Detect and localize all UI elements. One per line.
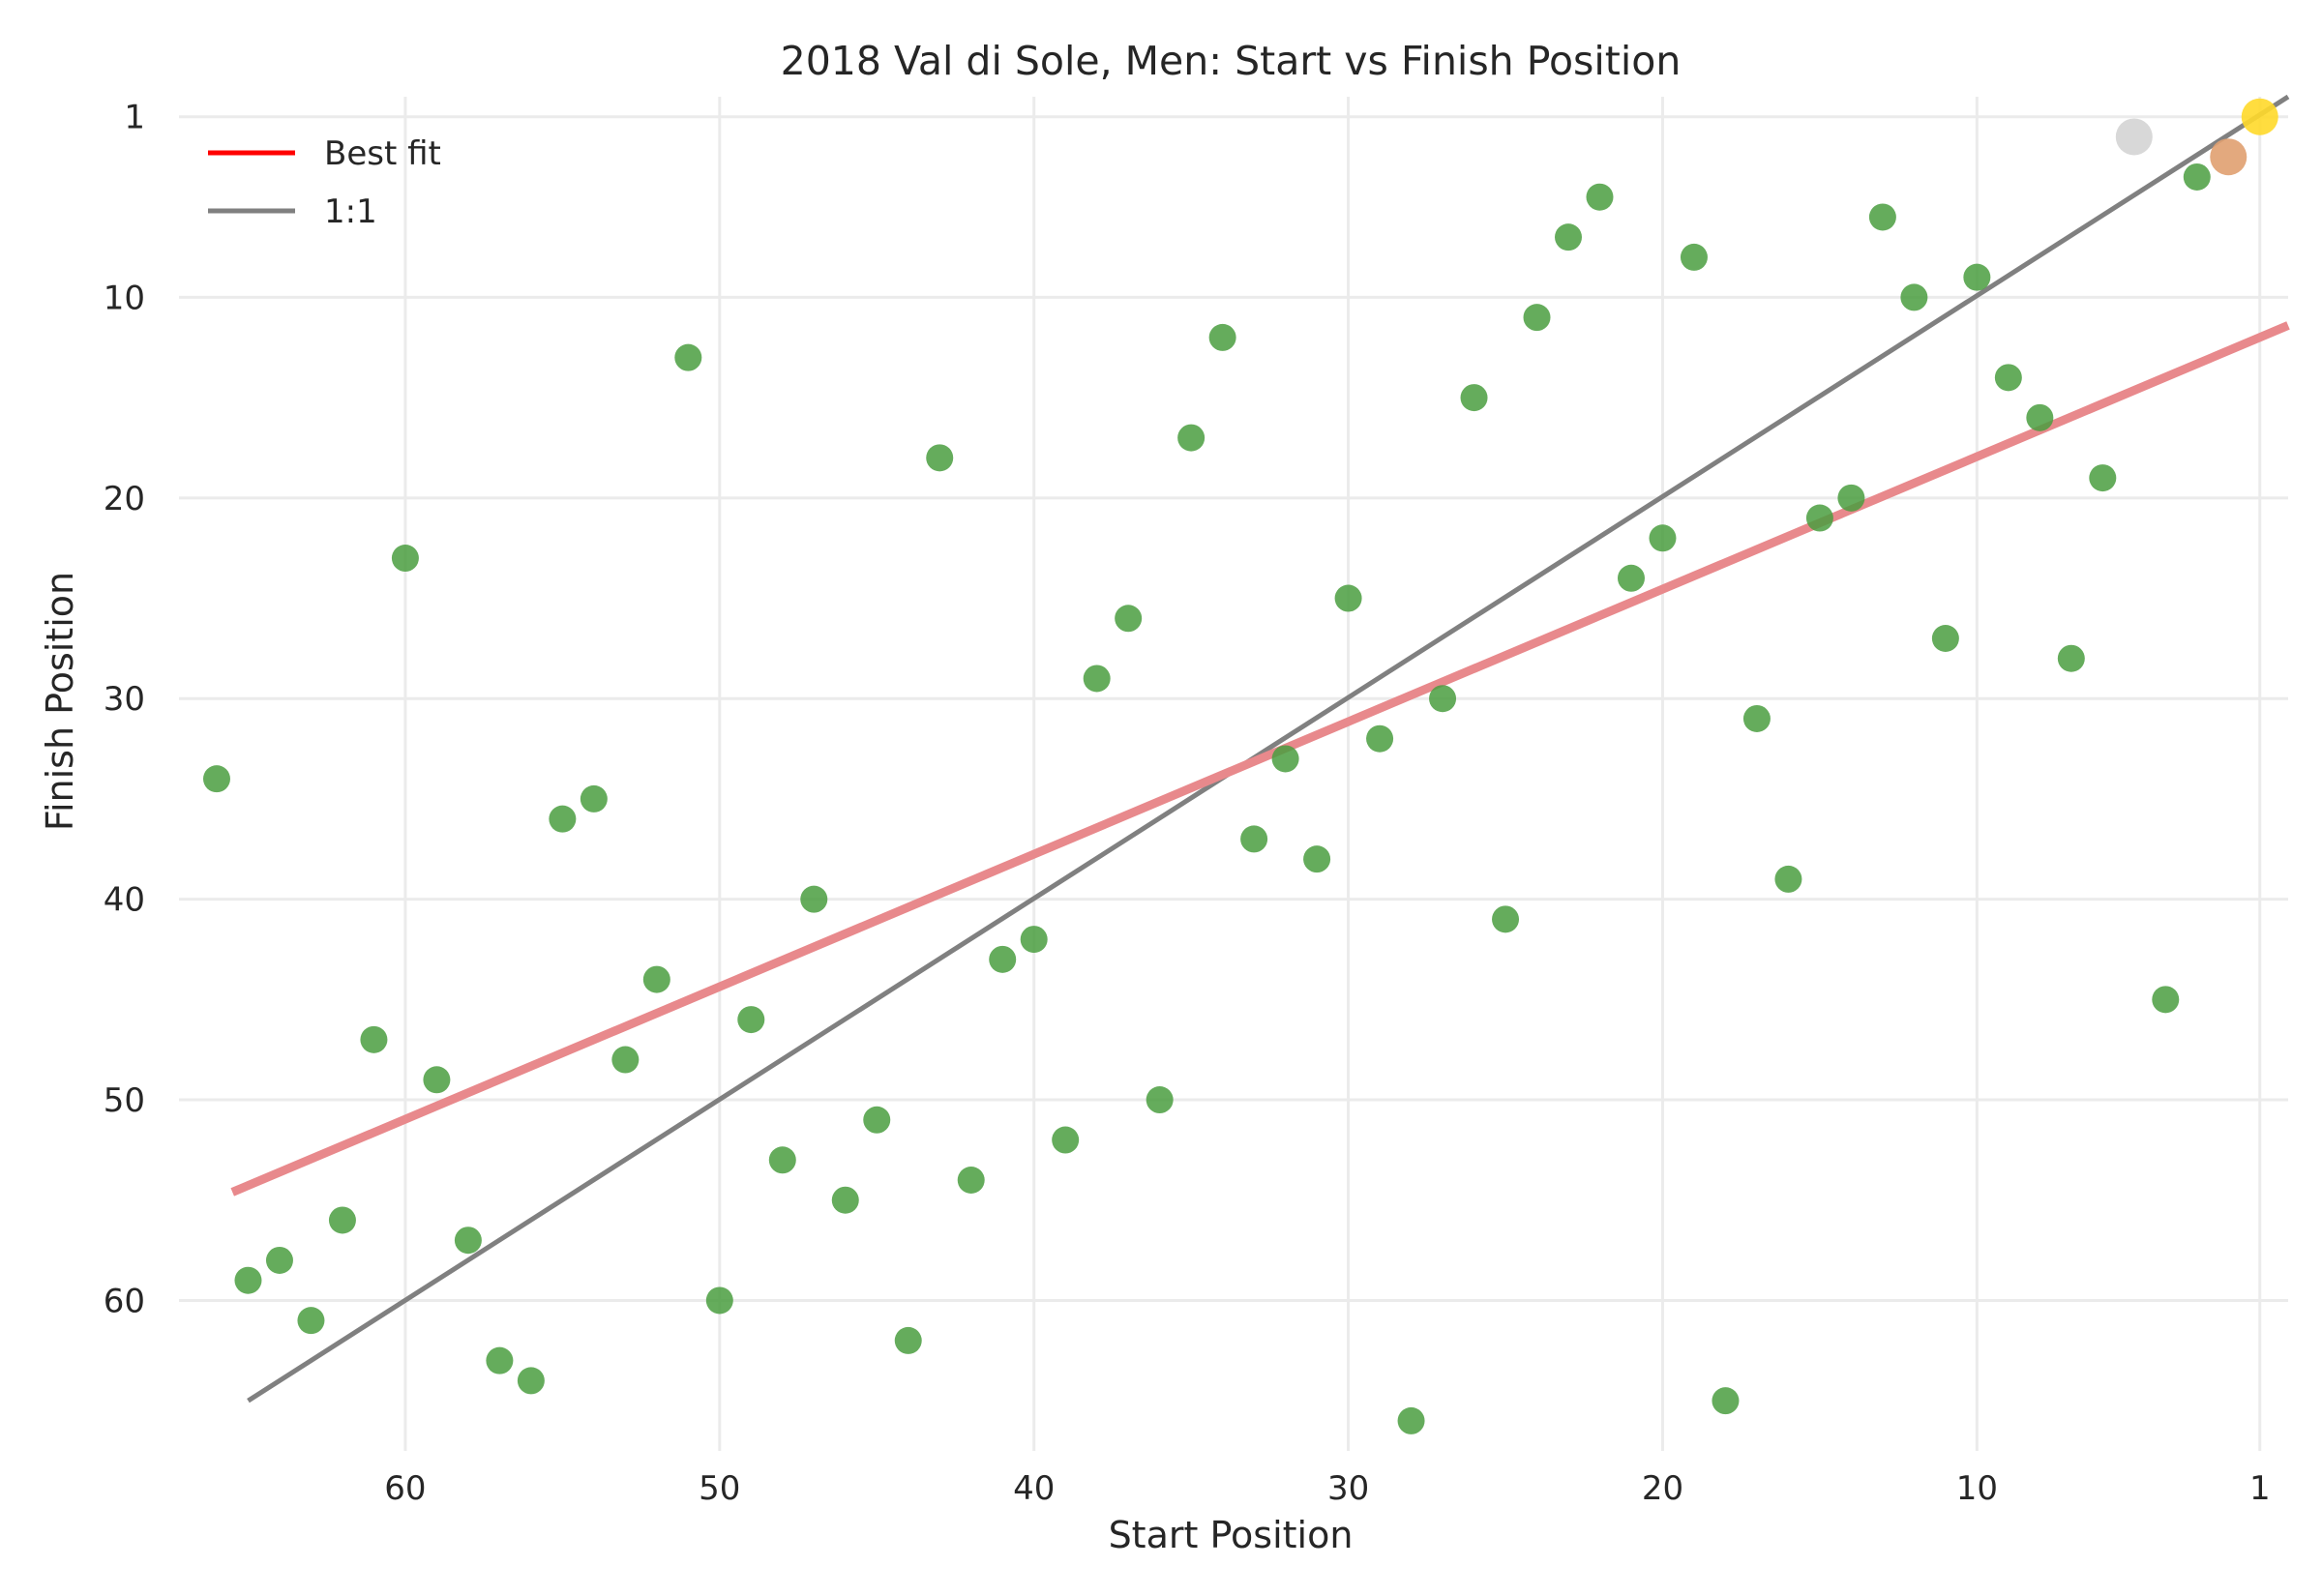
- best-fit-line: [230, 321, 2290, 1197]
- data-point: [202, 765, 230, 793]
- data-point: [1397, 1406, 1425, 1434]
- data-point: [2089, 464, 2117, 492]
- data-point: [1429, 685, 1457, 713]
- chart-title: 2018 Val di Sole, Men: Start vs Finish P…: [781, 38, 1682, 84]
- data-point: [1774, 865, 1802, 893]
- y-tick-label: 20: [104, 480, 145, 518]
- x-tick-label: 40: [1013, 1469, 1055, 1508]
- data-point: [265, 1246, 293, 1274]
- data-point: [926, 444, 954, 472]
- x-tick-label: 10: [1956, 1469, 1998, 1508]
- data-point: [989, 945, 1017, 973]
- data-point: [1460, 384, 1488, 412]
- x-tick-label: 20: [1642, 1469, 1683, 1508]
- data-point: [1617, 564, 1645, 592]
- x-tick-label: 30: [1327, 1469, 1369, 1508]
- x-tick-label: 60: [384, 1469, 426, 1508]
- data-point: [1837, 484, 1865, 512]
- data-point: [328, 1206, 356, 1234]
- y-tick-label: 30: [104, 680, 145, 719]
- data-point: [863, 1106, 891, 1134]
- data-point: [1586, 183, 1614, 211]
- y-tick-label: 1: [124, 99, 145, 137]
- grid: [179, 97, 2288, 1451]
- x-axis-ticks: 60 50 40 30 20 10 1: [384, 1469, 2270, 1508]
- data-point: [1334, 584, 1362, 612]
- data-point: [1931, 625, 1959, 652]
- data-point: [1805, 504, 1833, 532]
- x-tick-label: 1: [2249, 1469, 2271, 1508]
- data-points: [202, 98, 2278, 1434]
- data-point: [1555, 223, 1583, 251]
- data-point: [580, 784, 608, 813]
- y-tick-label: 60: [104, 1282, 145, 1320]
- data-point: [674, 343, 702, 371]
- data-point: [1271, 745, 1299, 773]
- data-point: [1052, 1126, 1080, 1154]
- legend-label: Best fit: [324, 134, 441, 173]
- data-point: [611, 1046, 640, 1074]
- data-point: [486, 1346, 514, 1374]
- one-to-one-line: [247, 94, 2290, 1404]
- data-point: [1083, 665, 1111, 693]
- data-point: [2183, 163, 2211, 191]
- data-point: [391, 545, 419, 573]
- data-point: [1492, 905, 1520, 933]
- gold-medal-point: [2241, 98, 2278, 135]
- reference-lines: [230, 94, 2290, 1404]
- y-axis-ticks: 1 10 20 30 40 50 60: [104, 99, 145, 1321]
- data-point: [1649, 524, 1677, 552]
- data-point: [454, 1227, 482, 1255]
- data-point: [642, 965, 670, 993]
- data-point: [234, 1266, 262, 1294]
- data-point: [1115, 605, 1143, 633]
- bronze-medal-point: [2210, 138, 2248, 176]
- data-point: [549, 805, 577, 833]
- data-point: [1366, 724, 1394, 753]
- data-point: [1146, 1086, 1174, 1114]
- x-tick-label: 50: [699, 1469, 740, 1508]
- data-point: [1963, 263, 1991, 291]
- data-point: [1900, 283, 1928, 311]
- y-tick-label: 10: [104, 279, 145, 317]
- data-point: [1020, 926, 1048, 954]
- data-point: [297, 1307, 325, 1335]
- data-point: [1303, 845, 1331, 873]
- data-point: [2152, 986, 2180, 1014]
- silver-medal-point: [2115, 118, 2153, 156]
- data-point: [1177, 424, 1206, 452]
- data-point: [894, 1326, 922, 1354]
- data-point: [1240, 825, 1268, 853]
- data-point: [831, 1186, 859, 1214]
- data-point: [423, 1066, 451, 1094]
- data-point: [1742, 704, 1771, 732]
- data-point: [1680, 243, 1708, 271]
- data-point: [1868, 203, 1896, 231]
- data-point: [1994, 364, 2022, 392]
- data-point: [1712, 1387, 1740, 1415]
- y-axis-label: Finish Position: [39, 572, 81, 831]
- data-point: [517, 1367, 545, 1395]
- data-point: [737, 1006, 765, 1034]
- legend: Best fit 1:1: [208, 134, 441, 231]
- data-point: [1208, 323, 1236, 351]
- data-point: [2026, 403, 2054, 431]
- x-axis-label: Start Position: [1109, 1514, 1354, 1556]
- data-point: [2057, 644, 2085, 672]
- data-point: [1523, 304, 1551, 332]
- data-point: [360, 1025, 388, 1053]
- legend-label: 1:1: [324, 192, 377, 231]
- data-point: [768, 1146, 796, 1174]
- y-tick-label: 40: [104, 881, 145, 920]
- data-point: [800, 885, 828, 913]
- y-tick-label: 50: [104, 1081, 145, 1120]
- data-point: [957, 1167, 985, 1194]
- data-point: [705, 1286, 733, 1315]
